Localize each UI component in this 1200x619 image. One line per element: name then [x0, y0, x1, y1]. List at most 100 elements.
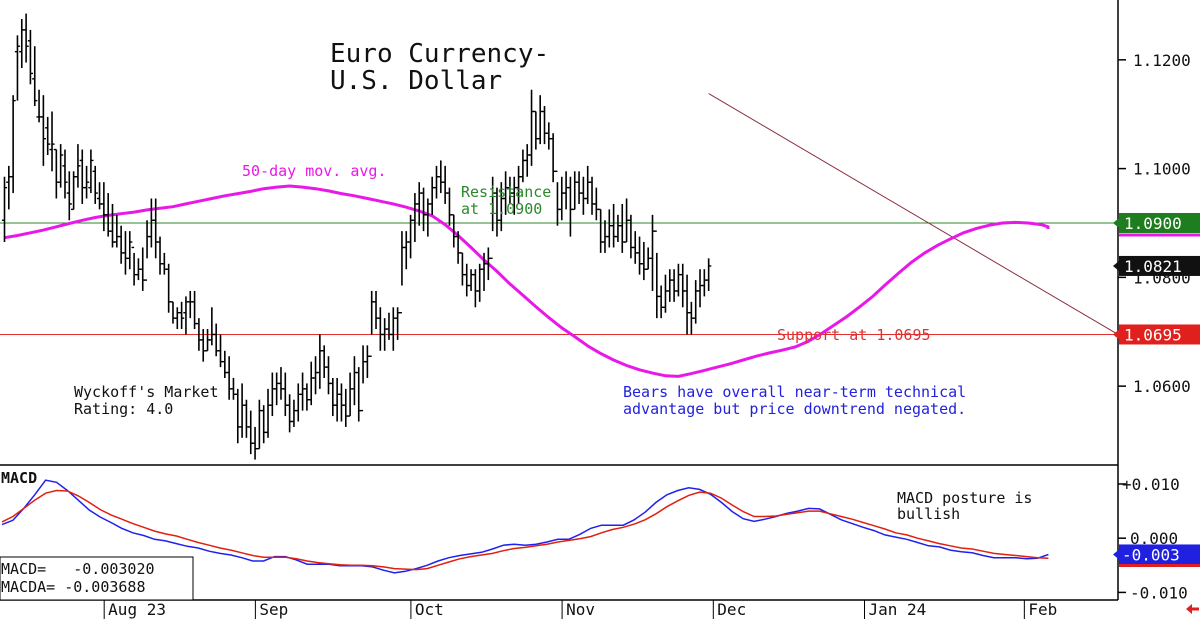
note-line1: Bears have overall near-term technical [623, 383, 966, 401]
ohlc-bar [537, 95, 543, 145]
ohlc-bar [209, 307, 215, 346]
ohlc-bar [706, 258, 712, 291]
ohlc-bar [407, 214, 414, 259]
ohlc-bar [572, 171, 578, 211]
ohlc-bar [265, 388, 271, 438]
ohlc-bar [27, 29, 34, 85]
chart-title-line2: U.S. Dollar [330, 66, 502, 96]
x-axis-label: Nov [566, 600, 595, 619]
ohlc-bar [308, 361, 314, 406]
ohlc-bar [1, 176, 8, 243]
ohlc-bar [75, 144, 81, 188]
ohlc-bar [593, 187, 599, 221]
ohlc-bar [299, 372, 306, 411]
ohlc-bar [399, 231, 405, 314]
rating-line2: Rating: 4.0 [74, 400, 173, 418]
ohlc-bar [248, 410, 254, 455]
ohlc-bar [14, 35, 21, 101]
ohlc-bar [45, 116, 51, 155]
chart-title-line1: Euro Currency- [330, 39, 549, 69]
ohlc-bar [373, 290, 379, 330]
ohlc-bar [377, 307, 383, 351]
ohlc-bar [541, 106, 548, 145]
ohlc-bar [321, 345, 327, 378]
ohlc-bar [338, 383, 345, 422]
ohlc-bar [269, 372, 275, 417]
ohlc-bar [576, 171, 582, 204]
ohlc-bar [697, 269, 703, 308]
ohlc-bar [667, 269, 673, 302]
ohlc-bar [261, 405, 267, 444]
ohlc-bar [131, 246, 137, 286]
resistance-label-line2: at 1.0900 [461, 200, 542, 218]
ohlc-bar [364, 345, 370, 378]
ohlc-bar [66, 171, 72, 221]
downtrend-line [708, 93, 1119, 335]
x-axis-label: Jan 24 [869, 600, 927, 619]
price-tag-label: 1.0900 [1124, 214, 1182, 233]
macd-tick-label: +0.010 [1122, 475, 1180, 494]
macd-price-tag: -0.003 [1113, 544, 1200, 567]
x-axis-label: Feb [1028, 600, 1057, 619]
ohlc-bar [347, 372, 353, 417]
ohlc-bar [101, 182, 107, 232]
ohlc-bar [187, 290, 193, 319]
ohlc-bar [459, 252, 466, 286]
ohlc-bar [693, 280, 699, 324]
ohlc-bar [334, 377, 340, 422]
ohlc-bar [433, 165, 440, 199]
ohlc-bar [40, 95, 46, 166]
price-tick-label: 1.1200 [1133, 51, 1191, 70]
ohlc-bar [550, 133, 556, 183]
ohlc-bar [239, 383, 245, 438]
ohlc-bar [222, 350, 228, 378]
ohlc-bar [567, 176, 574, 237]
macd-readout-box [0, 556, 194, 601]
ma50-line [4, 184, 1050, 378]
price-tag: 1.0821 [1113, 255, 1200, 276]
ohlc-bar [351, 356, 358, 406]
ohlc-bar [472, 269, 478, 308]
resistance-label-line1: Resistance [461, 183, 551, 201]
ohlc-bar [662, 274, 669, 313]
ohlc-bar [464, 263, 470, 297]
ohlc-bar [524, 144, 530, 177]
ohlc-bar [127, 231, 133, 270]
ohlc-bar [32, 46, 38, 107]
ohlc-bar [585, 165, 591, 204]
macd-tag-label: -0.003 [1122, 545, 1180, 564]
ohlc-bar [140, 247, 146, 291]
ohlc-bar [598, 208, 604, 253]
ohlc-bar [356, 367, 362, 422]
ohlc-bar [317, 334, 323, 389]
ohlc-bar [10, 95, 16, 194]
ohlc-bar [278, 367, 284, 400]
ohlc-bar [274, 372, 280, 406]
ohlc-bar [619, 203, 625, 253]
ohlc-bar [200, 329, 206, 362]
x-axis-label: Dec [717, 600, 746, 619]
ohlc-bar [62, 149, 68, 199]
ohlc-bar [256, 399, 262, 450]
macd-series-line [1, 489, 1049, 571]
ohlc-bar [226, 356, 232, 400]
ohlc-bar [360, 345, 366, 412]
ohlc-bar [416, 182, 422, 226]
ohlc-bar [23, 13, 29, 63]
back-arrow-icon[interactable] [1186, 604, 1199, 614]
ohlc-bar [654, 230, 660, 319]
ohlc-bar [58, 144, 64, 188]
macd-axis: +0.010 0.000 -0.010 [1118, 475, 1188, 602]
x-axis-label: Sep [259, 600, 288, 619]
ohlc-bar [122, 231, 129, 275]
note-line2: advantage but price downtrend negated. [623, 400, 966, 418]
ohlc-bar [680, 263, 686, 308]
ohlc-bar [230, 377, 237, 400]
ohlc-bar [325, 356, 332, 395]
ohlc-bar [546, 122, 552, 150]
ohlc-bar [563, 171, 569, 210]
ohlc-bar [632, 231, 638, 264]
ohlc-bar [157, 236, 163, 275]
